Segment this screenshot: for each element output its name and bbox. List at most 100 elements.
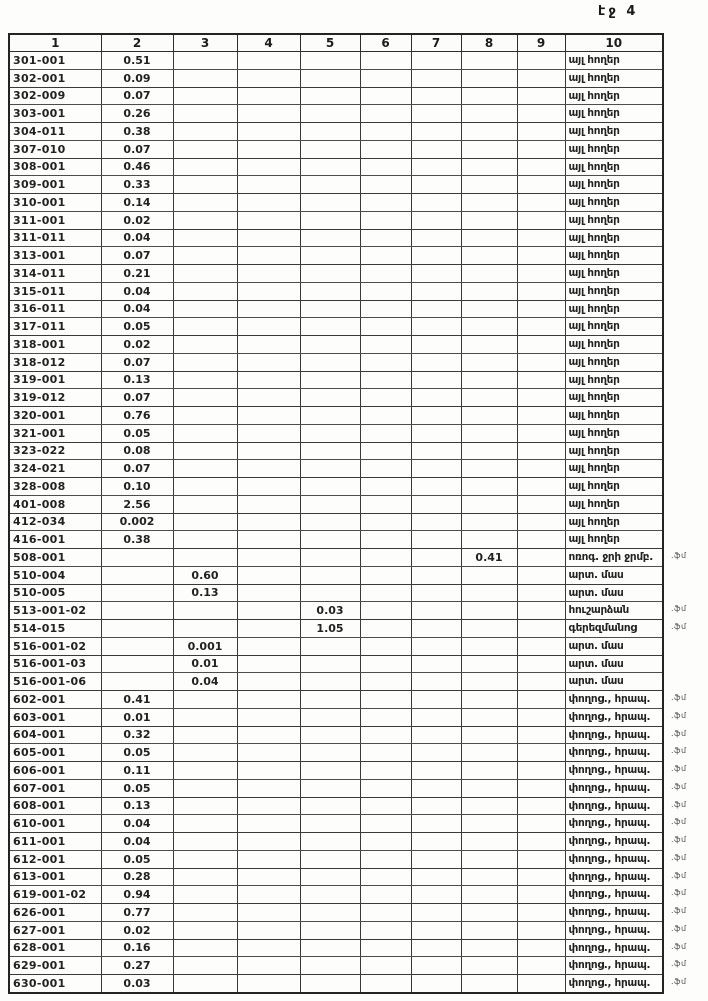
table-row: 318-012 0.07 այլ հողեր	[8, 352, 664, 372]
area-value-cell	[460, 370, 518, 390]
area-value-cell	[236, 565, 301, 585]
area-value-cell: 0.16	[100, 938, 174, 958]
area-value-cell	[359, 388, 412, 407]
area-value-cell	[299, 459, 361, 478]
table-row: 513-001-02 0.03 հուշարձան .ֆմ	[8, 601, 686, 620]
land-type-cell: փողոց., հրապ. .ֆմ	[564, 903, 686, 922]
area-value-cell: 0.02	[100, 210, 174, 230]
area-value-cell	[236, 938, 301, 958]
table-row: 510-005 0.13 արտ. մաս	[8, 583, 664, 603]
area-value-cell	[299, 743, 361, 762]
area-value-cell	[516, 814, 566, 833]
area-value-cell	[516, 352, 566, 372]
area-value-cell	[410, 494, 462, 514]
area-value-cell	[299, 370, 361, 390]
area-value-cell: 0.04	[172, 672, 238, 691]
area-value-cell	[460, 139, 518, 159]
area-value-cell	[460, 299, 518, 319]
table-row: 401-008 2.56 այլ հողեր	[8, 494, 664, 514]
area-value-cell	[359, 778, 412, 798]
area-value-cell	[172, 228, 238, 248]
area-value-cell	[410, 796, 462, 816]
area-value-cell	[410, 903, 462, 922]
area-value-cell	[460, 778, 518, 798]
area-value-cell	[299, 725, 361, 745]
parcel-code-cell: 314-011	[8, 264, 102, 283]
area-value-cell	[236, 459, 301, 478]
parcel-code-cell: 508-001	[8, 548, 102, 567]
table-row: 602-001 0.41 փողոց., հրապ. .ֆմ	[8, 690, 686, 709]
land-type-cell: այլ հողեր	[564, 477, 664, 496]
area-value-cell	[410, 68, 462, 88]
area-value-cell	[299, 903, 361, 922]
table-row: 311-001 0.02 այլ հողեր	[8, 210, 664, 230]
handwritten-margin-note: .ֆմ	[671, 551, 687, 560]
handwritten-margin-note: .ֆմ	[671, 710, 687, 720]
table-row: 307-010 0.07 այլ հողեր	[8, 139, 664, 159]
parcel-code-cell: 607-001	[8, 778, 102, 798]
parcel-code-cell: 319-012	[8, 388, 102, 407]
area-value-cell	[172, 903, 238, 922]
land-type-cell: փողոց., հրապ. .ֆմ	[564, 761, 686, 780]
handwritten-margin-note: .ֆմ	[671, 852, 687, 862]
area-value-cell	[516, 370, 566, 390]
area-value-cell	[460, 583, 518, 603]
land-type-cell: այլ հողեր	[564, 335, 664, 354]
area-value-cell	[410, 956, 462, 975]
land-type-cell: այլ հողեր	[564, 68, 664, 88]
area-value-cell	[410, 477, 462, 496]
area-value-cell	[516, 565, 566, 585]
area-value-cell	[359, 725, 412, 745]
area-value-cell: 0.05	[100, 849, 174, 869]
area-value-cell	[359, 86, 412, 106]
parcel-code-cell: 516-001-06	[8, 672, 102, 691]
area-value-cell	[460, 707, 518, 727]
land-type-cell: արտ. մաս	[564, 636, 664, 656]
table-row: 308-001 0.46 այլ հողեր	[8, 157, 664, 177]
area-value-cell	[236, 796, 301, 816]
area-value-cell	[516, 512, 566, 532]
area-value-cell	[236, 494, 301, 514]
area-value-cell	[172, 423, 238, 443]
table-row: 319-001 0.13 այլ հողեր	[8, 370, 664, 390]
area-value-cell	[516, 388, 566, 407]
table-row: 516-001-02 0.001 արտ. մաս	[8, 636, 664, 656]
area-value-cell	[460, 920, 518, 940]
area-value-cell	[410, 352, 462, 372]
area-value-cell	[236, 175, 301, 194]
area-value-cell	[516, 761, 566, 780]
area-value-cell	[410, 175, 462, 194]
land-type-cell: այլ հողեր	[564, 530, 664, 549]
area-value-cell	[172, 849, 238, 869]
area-value-cell: 1.05	[299, 619, 361, 638]
table-row: 301-001 0.51 այլ հողեր	[8, 51, 664, 70]
area-value-cell	[299, 264, 361, 283]
land-type-cell: փողոց., հրապ. .ֆմ	[564, 920, 686, 940]
area-value-cell	[172, 778, 238, 798]
area-value-cell: 0.04	[100, 299, 174, 319]
area-value-cell	[299, 672, 361, 691]
area-value-cell	[516, 654, 566, 674]
table-row: 627-001 0.02 փողոց., հրապ. .ֆմ	[8, 920, 686, 940]
area-value-cell	[236, 86, 301, 106]
area-value-cell	[359, 175, 412, 194]
parcel-code-cell: 606-001	[8, 761, 102, 780]
area-value-cell	[299, 122, 361, 141]
area-value-cell	[460, 68, 518, 88]
area-value-cell	[172, 690, 238, 709]
area-value-cell: 0.05	[100, 423, 174, 443]
area-value-cell	[410, 264, 462, 283]
parcel-code-cell: 308-001	[8, 157, 102, 177]
parcel-code-cell: 313-001	[8, 246, 102, 265]
parcel-code-cell: 630-001	[8, 973, 102, 994]
area-value-cell	[460, 973, 518, 994]
parcel-code-cell: 307-010	[8, 139, 102, 159]
area-value-cell: 0.46	[100, 157, 174, 177]
area-value-cell	[236, 778, 301, 798]
area-value-cell	[359, 441, 412, 461]
area-value-cell	[410, 210, 462, 230]
area-value-cell	[299, 228, 361, 248]
area-value-cell	[516, 157, 566, 177]
table-row: 508-001 0.41 ոռոգ. ջրի ջրմբ. .ֆմ	[8, 548, 686, 567]
area-value-cell	[172, 68, 238, 88]
